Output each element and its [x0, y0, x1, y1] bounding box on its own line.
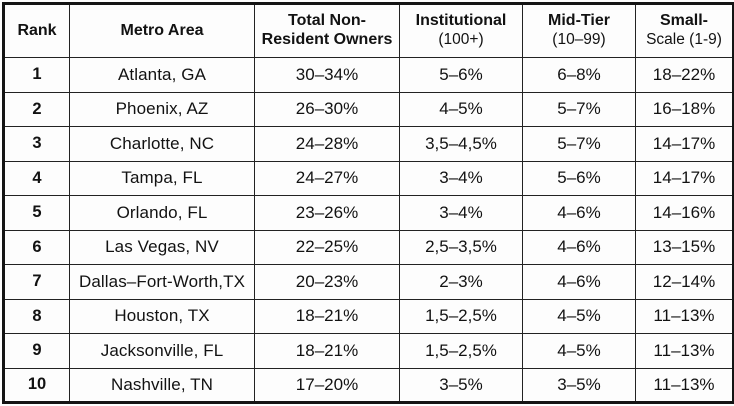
cell-metro-area: Phoenix, AZ	[69, 91, 255, 127]
cell-rank: 8	[3, 298, 70, 334]
header-mid-tier-line1: Mid-Tier	[548, 12, 610, 30]
cell-metro-area: Nashville, TN	[69, 367, 255, 403]
header-metro-label: Metro Area	[120, 21, 204, 39]
table-row: 3 Charlotte, NC 24–28% 3,5–4,5% 5–7% 14–…	[3, 126, 734, 162]
cell-institutional: 5–6%	[399, 57, 523, 93]
cell-institutional: 3,5–4,5%	[399, 126, 523, 162]
header-small-scale-line2: Scale (1-9)	[646, 31, 722, 49]
cell-metro-area: Jacksonville, FL	[69, 333, 255, 369]
cell-small-scale: 11–13%	[635, 333, 734, 369]
cell-small-scale: 14–17%	[635, 160, 734, 196]
table-row: 1 Atlanta, GA 30–34% 5–6% 6–8% 18–22%	[3, 57, 734, 93]
cell-mid-tier: 3–5%	[522, 367, 636, 403]
cell-mid-tier: 4–5%	[522, 333, 636, 369]
cell-institutional: 3–5%	[399, 367, 523, 403]
header-cell-small-scale: Small- Scale (1-9)	[635, 3, 734, 58]
cell-metro-area: Dallas–Fort-Worth,TX	[69, 264, 255, 300]
cell-total: 26–30%	[254, 91, 400, 127]
cell-mid-tier: 6–8%	[522, 57, 636, 93]
cell-institutional: 1,5–2,5%	[399, 298, 523, 334]
cell-rank: 1	[3, 57, 70, 93]
cell-total: 20–23%	[254, 264, 400, 300]
table-row: 4 Tampa, FL 24–27% 3–4% 5–6% 14–17%	[3, 160, 734, 196]
cell-small-scale: 11–13%	[635, 298, 734, 334]
cell-institutional: 1,5–2,5%	[399, 333, 523, 369]
header-cell-institutional: Institutional (100+)	[399, 3, 523, 58]
cell-total: 22–25%	[254, 229, 400, 265]
cell-mid-tier: 4–5%	[522, 298, 636, 334]
table-row: 9 Jacksonville, FL 18–21% 1,5–2,5% 4–5% …	[3, 333, 734, 369]
cell-rank: 9	[3, 333, 70, 369]
cell-small-scale: 14–17%	[635, 126, 734, 162]
cell-rank: 7	[3, 264, 70, 300]
cell-rank: 10	[3, 367, 70, 403]
header-mid-tier-line2: (10–99)	[552, 31, 606, 49]
table-row: 7 Dallas–Fort-Worth,TX 20–23% 2–3% 4–6% …	[3, 264, 734, 300]
cell-institutional: 2–3%	[399, 264, 523, 300]
cell-total: 18–21%	[254, 298, 400, 334]
cell-mid-tier: 4–6%	[522, 264, 636, 300]
cell-small-scale: 12–14%	[635, 264, 734, 300]
header-cell-metro-area: Metro Area	[69, 3, 255, 58]
cell-total: 17–20%	[254, 367, 400, 403]
cell-metro-area: Orlando, FL	[69, 195, 255, 231]
cell-total: 30–34%	[254, 57, 400, 93]
table-row: 6 Las Vegas, NV 22–25% 2,5–3,5% 4–6% 13–…	[3, 229, 734, 265]
cell-small-scale: 13–15%	[635, 229, 734, 265]
cell-mid-tier: 4–6%	[522, 229, 636, 265]
cell-small-scale: 14–16%	[635, 195, 734, 231]
header-cell-rank: Rank	[3, 3, 70, 58]
cell-rank: 5	[3, 195, 70, 231]
header-cell-mid-tier: Mid-Tier (10–99)	[522, 3, 636, 58]
cell-institutional: 3–4%	[399, 160, 523, 196]
header-total-line1: Total Non-	[288, 12, 366, 30]
cell-metro-area: Houston, TX	[69, 298, 255, 334]
cell-rank: 4	[3, 160, 70, 196]
cell-total: 24–28%	[254, 126, 400, 162]
header-rank-label: Rank	[17, 21, 57, 39]
cell-institutional: 4–5%	[399, 91, 523, 127]
cell-rank: 2	[3, 91, 70, 127]
cell-rank: 6	[3, 229, 70, 265]
cell-metro-area: Las Vegas, NV	[69, 229, 255, 265]
table-row: 5 Orlando, FL 23–26% 3–4% 4–6% 14–16%	[3, 195, 734, 231]
table-row: 2 Phoenix, AZ 26–30% 4–5% 5–7% 16–18%	[3, 91, 734, 127]
cell-total: 24–27%	[254, 160, 400, 196]
cell-rank: 3	[3, 126, 70, 162]
cell-institutional: 2,5–3,5%	[399, 229, 523, 265]
table-row: 10 Nashville, TN 17–20% 3–5% 3–5% 11–13%	[3, 367, 734, 403]
cell-institutional: 3–4%	[399, 195, 523, 231]
cell-mid-tier: 5–7%	[522, 91, 636, 127]
header-institutional-line2: (100+)	[438, 31, 484, 49]
header-cell-total-non-resident: Total Non- Resident Owners	[254, 3, 400, 58]
cell-small-scale: 11–13%	[635, 367, 734, 403]
cell-metro-area: Atlanta, GA	[69, 57, 255, 93]
header-row: Rank Metro Area Total Non- Resident Owne…	[3, 3, 734, 58]
header-small-scale-line1: Small-	[659, 12, 708, 30]
cell-metro-area: Charlotte, NC	[69, 126, 255, 162]
cell-mid-tier: 4–6%	[522, 195, 636, 231]
header-total-line2: Resident Owners	[261, 31, 393, 48]
table-row: 8 Houston, TX 18–21% 1,5–2,5% 4–5% 11–13…	[3, 298, 734, 334]
cell-small-scale: 18–22%	[635, 57, 734, 93]
cell-total: 18–21%	[254, 333, 400, 369]
cell-metro-area: Tampa, FL	[69, 160, 255, 196]
cell-total: 23–26%	[254, 195, 400, 231]
header-institutional-line1: Institutional	[415, 12, 507, 30]
cell-mid-tier: 5–6%	[522, 160, 636, 196]
cell-mid-tier: 5–7%	[522, 126, 636, 162]
cell-small-scale: 16–18%	[635, 91, 734, 127]
